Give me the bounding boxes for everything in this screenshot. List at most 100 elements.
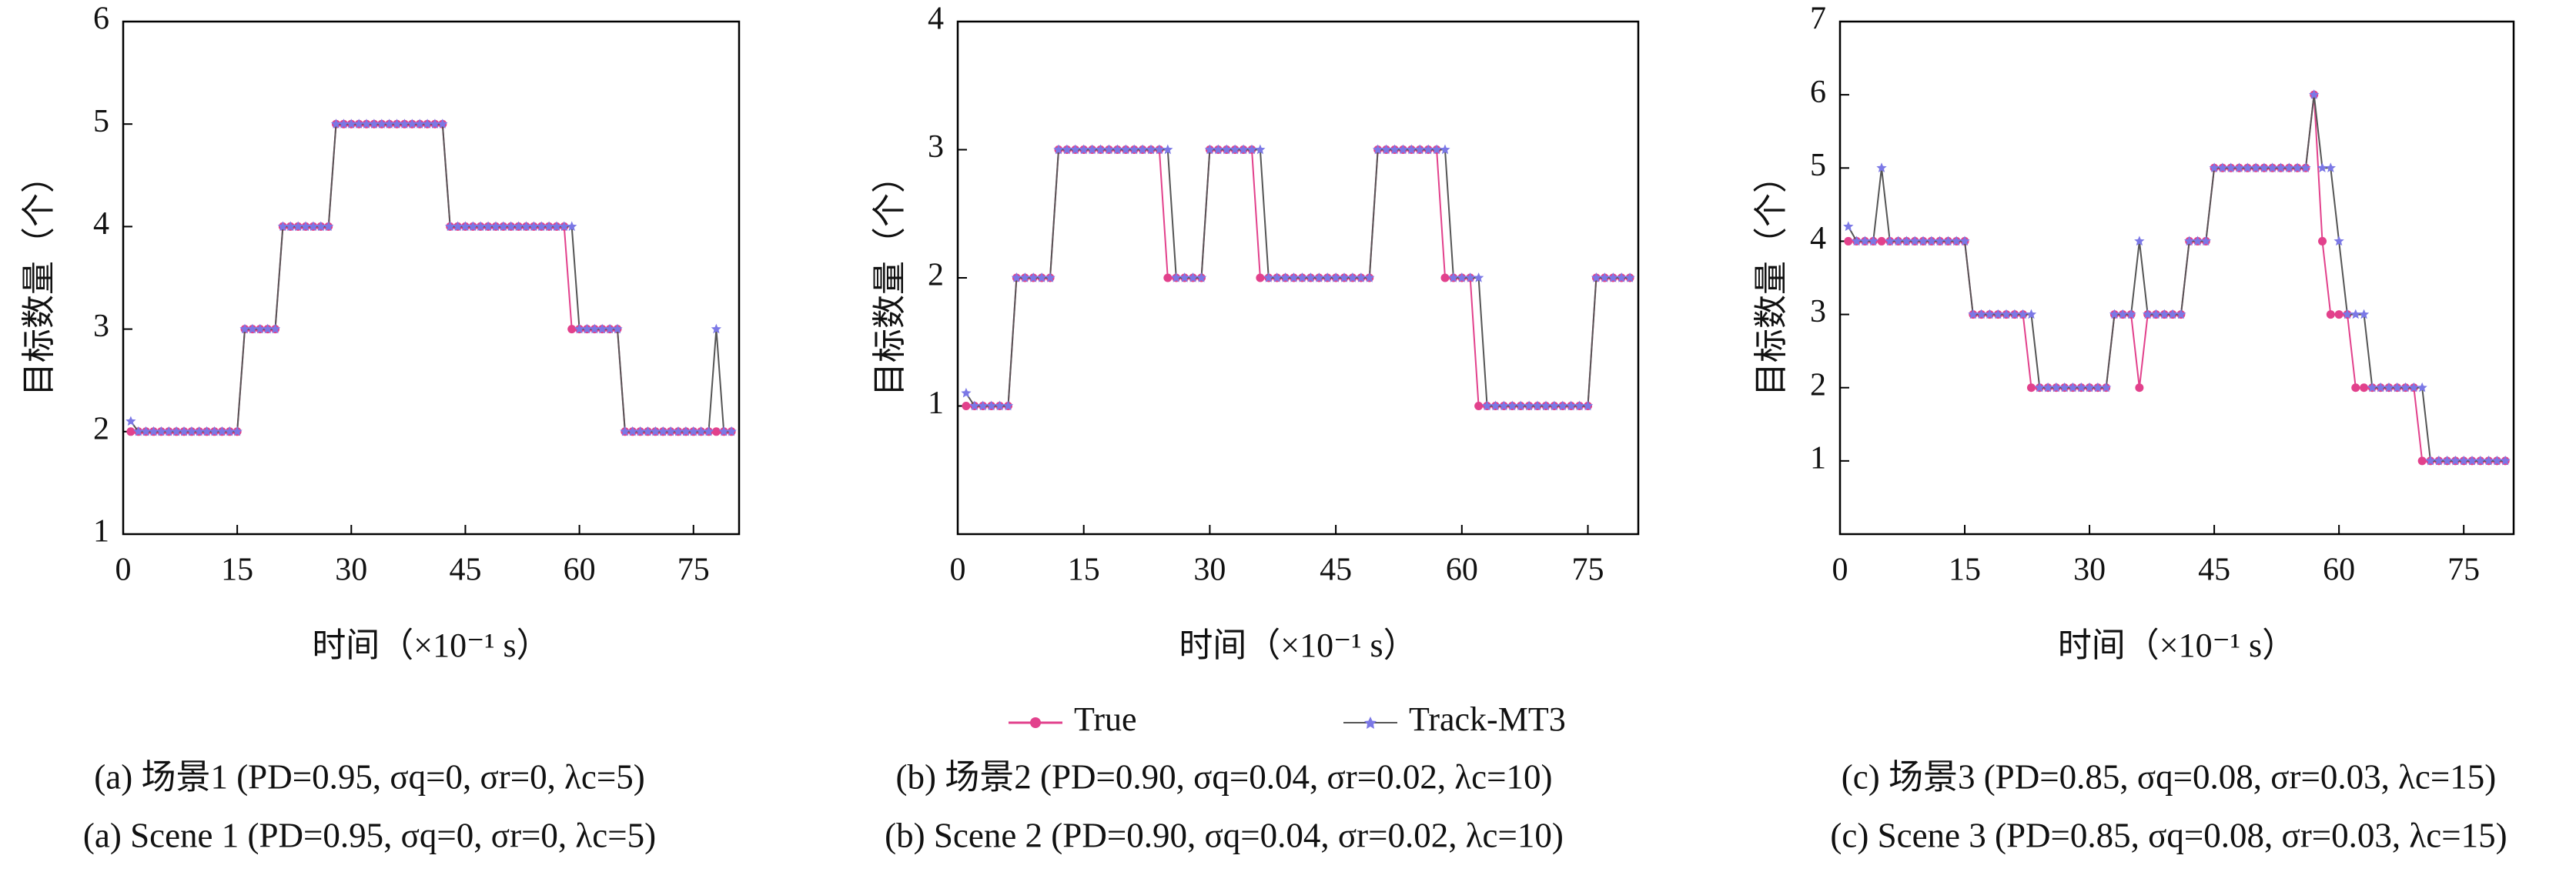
point [232,426,243,436]
point [1992,309,2003,319]
point [1062,144,1072,155]
point [399,119,410,129]
x-tick-label: 0 [950,553,966,588]
x-tick-label: 15 [221,553,253,588]
point [239,323,250,334]
point [2059,382,2070,393]
point [1389,144,1400,155]
point [567,221,577,232]
y-tick-label: 3 [93,309,109,344]
point [1019,272,1030,282]
y-axis-label: 目标数量（个） [871,159,908,396]
point [216,426,228,436]
series-line [965,149,1631,407]
point [1591,272,1602,282]
point [445,221,456,232]
point [1255,144,1266,155]
point [536,221,547,232]
point [1380,144,1392,155]
legend-label: Track-MT3 [1409,700,1566,738]
point [247,323,258,334]
point [430,119,440,129]
y-tick-label: 2 [1810,367,1826,403]
point [2334,310,2343,319]
point [2283,162,2294,172]
point [1036,272,1047,282]
point [1918,236,1929,246]
point [551,221,562,232]
point [1045,272,1055,282]
point [1256,273,1265,282]
y-tick-label: 5 [93,104,109,139]
point [1238,144,1249,155]
point [376,119,387,129]
y-tick-label: 1 [928,386,944,421]
point [467,221,478,232]
point [2176,309,2186,319]
point [1557,400,1568,411]
point [1163,144,1173,155]
point [711,427,721,436]
x-tick-label: 45 [2198,553,2230,588]
point [1305,272,1316,282]
point [627,426,638,436]
point [1440,144,1450,155]
point [2384,382,2394,393]
point [969,400,980,411]
point [589,323,600,334]
point [528,221,539,232]
point [2309,89,2320,99]
point [1844,236,1853,246]
point [1616,272,1627,282]
point [1204,144,1216,155]
point [1002,400,1014,411]
caption: (a) 场景1 (PD=0.95, σq=0, σr=0, λc=5) [94,757,645,796]
point [2275,162,2287,172]
point [1524,400,1534,411]
point [2458,455,2469,466]
legend-label: True [1074,700,1137,738]
point [2500,455,2511,466]
point [2026,309,2037,319]
point [2233,162,2245,172]
point [2467,455,2477,466]
point [2350,309,2361,319]
point [1549,400,1560,411]
point [346,119,356,129]
point [559,221,570,232]
point [163,426,174,436]
point [1868,236,1878,246]
point [1431,144,1442,155]
point [1280,272,1291,282]
caption: (b) 场景2 (PD=0.90, σq=0.04, σr=0.02, λc=1… [895,757,1552,796]
point [1095,144,1106,155]
point [1373,144,1383,155]
point [353,119,364,129]
point [2126,309,2136,319]
point [2358,309,2370,319]
point [2267,162,2278,172]
point [300,221,311,232]
point [1566,400,1577,411]
point [1053,144,1064,155]
x-tick-label: 60 [2323,553,2355,588]
point [2367,382,2377,393]
point [1909,236,1920,246]
point [2184,236,2195,246]
point [2150,309,2162,319]
point [1322,272,1333,282]
point [1070,144,1081,155]
point [2026,383,2036,393]
x-tick-label: 75 [1572,553,1604,588]
point [2051,382,2062,393]
point [2351,383,2360,393]
legend-marker [1030,717,1041,728]
point [688,426,699,436]
y-axis-label: 目标数量（个） [20,159,58,396]
point [1364,272,1375,282]
point [1406,144,1417,155]
point [1490,400,1501,411]
caption: (a) Scene 1 (PD=0.95, σq=0, σr=0, λc=5) [83,816,656,854]
point [475,221,486,232]
point [1087,144,1098,155]
